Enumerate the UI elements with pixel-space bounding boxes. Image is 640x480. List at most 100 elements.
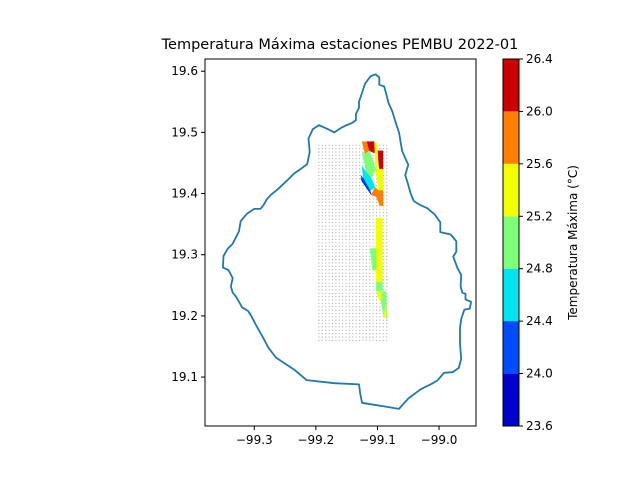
grid-point bbox=[359, 228, 361, 230]
grid-point bbox=[348, 252, 350, 254]
colorbar-tick-label: 26.4 bbox=[526, 52, 553, 66]
grid-point bbox=[321, 252, 323, 254]
grid-point bbox=[352, 285, 354, 288]
grid-point bbox=[362, 245, 364, 247]
grid-point bbox=[369, 255, 371, 257]
grid-point bbox=[352, 275, 354, 277]
grid-point bbox=[386, 265, 388, 267]
grid-point bbox=[386, 322, 388, 325]
grid-point bbox=[335, 232, 337, 234]
grid-point bbox=[386, 208, 388, 210]
grid-point bbox=[362, 164, 364, 166]
grid-point bbox=[331, 302, 334, 304]
grid-point bbox=[352, 242, 354, 244]
grid-point bbox=[355, 285, 357, 288]
grid-point bbox=[382, 248, 384, 251]
grid-point bbox=[386, 222, 388, 224]
grid-point bbox=[369, 201, 371, 203]
grid-point bbox=[355, 191, 357, 193]
map-plot-area: −99.3 −99.2 −99.1 −99.0 19.119.219.319.419.… bbox=[171, 58, 477, 447]
grid-point bbox=[338, 215, 340, 217]
colorbar-tick-label: 24.4 bbox=[526, 314, 553, 328]
grid-point bbox=[318, 228, 320, 230]
grid-point bbox=[348, 269, 350, 271]
grid-point bbox=[321, 275, 323, 277]
grid-point bbox=[372, 316, 374, 318]
grid-point bbox=[325, 205, 327, 207]
grid-point bbox=[348, 205, 350, 207]
grid-point bbox=[342, 158, 344, 160]
grid-point bbox=[355, 296, 357, 298]
grid-point bbox=[342, 188, 344, 190]
grid-point bbox=[372, 333, 374, 335]
grid-point bbox=[386, 195, 388, 197]
grid-point bbox=[325, 265, 327, 267]
grid-point bbox=[318, 208, 320, 210]
grid-point bbox=[355, 154, 357, 156]
grid-point bbox=[338, 279, 340, 281]
grid-point bbox=[325, 326, 327, 328]
grid-point bbox=[335, 333, 337, 335]
grid-point bbox=[362, 269, 364, 271]
grid-point bbox=[386, 259, 388, 261]
grid-point bbox=[365, 259, 367, 261]
grid-point bbox=[355, 201, 357, 203]
x-tick-label: −99.0 bbox=[421, 433, 458, 447]
grid-point bbox=[321, 309, 323, 311]
grid-point bbox=[331, 326, 334, 328]
grid-point bbox=[328, 272, 330, 274]
grid-point bbox=[359, 322, 361, 325]
grid-point bbox=[372, 282, 374, 284]
grid-point bbox=[325, 211, 327, 214]
grid-point bbox=[318, 171, 320, 173]
grid-point bbox=[362, 265, 364, 267]
grid-point bbox=[359, 232, 361, 234]
grid-point bbox=[359, 164, 361, 166]
grid-point bbox=[359, 168, 361, 170]
grid-point bbox=[355, 205, 357, 207]
grid-point bbox=[328, 222, 330, 224]
grid-point bbox=[375, 329, 378, 331]
grid-point bbox=[359, 181, 361, 183]
contour-fill-region bbox=[383, 304, 387, 320]
grid-point bbox=[379, 302, 381, 304]
grid-point bbox=[321, 265, 323, 267]
grid-point bbox=[321, 154, 323, 156]
grid-point bbox=[328, 144, 330, 146]
grid-point bbox=[325, 174, 327, 177]
grid-point bbox=[338, 218, 340, 220]
grid-point bbox=[359, 316, 361, 318]
grid-point bbox=[372, 211, 374, 214]
grid-point bbox=[328, 316, 330, 318]
grid-point bbox=[365, 279, 367, 281]
grid-point bbox=[345, 185, 347, 187]
grid-point bbox=[348, 285, 350, 288]
grid-point bbox=[375, 326, 378, 328]
grid-point bbox=[365, 191, 367, 193]
grid-point bbox=[355, 222, 357, 224]
grid-point bbox=[369, 316, 371, 318]
grid-point bbox=[372, 312, 374, 315]
colorbar-tick-label: 26.0 bbox=[526, 104, 553, 118]
grid-point bbox=[331, 201, 334, 203]
grid-point bbox=[345, 245, 347, 247]
grid-point bbox=[352, 245, 354, 247]
grid-point bbox=[318, 248, 320, 251]
grid-point bbox=[325, 259, 327, 261]
grid-point bbox=[331, 259, 334, 261]
grid-point bbox=[325, 285, 327, 288]
grid-point bbox=[318, 275, 320, 277]
grid-point bbox=[342, 245, 344, 247]
grid-point bbox=[338, 312, 340, 315]
grid-point bbox=[342, 201, 344, 203]
grid-point bbox=[338, 158, 340, 160]
grid-point bbox=[345, 339, 347, 341]
grid-point bbox=[328, 248, 330, 251]
grid-point bbox=[362, 211, 364, 214]
grid-point bbox=[321, 198, 323, 200]
grid-point bbox=[338, 181, 340, 183]
grid-point bbox=[345, 144, 347, 146]
grid-point bbox=[365, 292, 367, 294]
colorbar-tick-label: 24.0 bbox=[526, 367, 553, 381]
grid-point bbox=[352, 319, 354, 321]
